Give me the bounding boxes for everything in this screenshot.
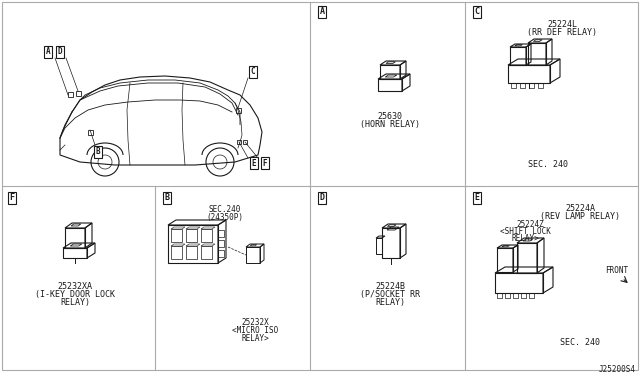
Bar [505,293,510,298]
Text: C: C [474,7,479,16]
Bar [201,229,212,242]
Text: RELAY>: RELAY> [511,234,539,243]
Bar [538,83,543,88]
Text: D: D [319,193,324,202]
Text: (P/SOCKET RR: (P/SOCKET RR [360,290,420,299]
Text: 25630: 25630 [378,112,403,121]
Bar [236,108,241,113]
Text: A: A [319,7,324,16]
Text: (REV LAMP RELAY): (REV LAMP RELAY) [540,212,620,221]
Bar [186,246,197,259]
Bar [529,83,534,88]
Bar [68,92,73,97]
Bar [186,229,197,242]
Bar [521,293,526,298]
Bar [237,140,241,144]
Text: (24350P): (24350P) [207,213,243,222]
Bar [218,240,224,247]
Bar [76,91,81,96]
Text: D: D [58,48,62,57]
Text: SEC.240: SEC.240 [209,205,241,214]
Text: B: B [164,193,170,202]
Text: RELAY): RELAY) [60,298,90,307]
Text: 25224A: 25224A [565,204,595,213]
Bar [171,246,182,259]
Bar [520,83,525,88]
Bar [171,229,182,242]
Text: (I-KEY DOOR LOCK: (I-KEY DOOR LOCK [35,290,115,299]
Bar [218,230,224,237]
Text: E: E [474,193,479,202]
Bar [497,293,502,298]
Text: E: E [252,158,256,167]
Text: 25232XA: 25232XA [58,282,93,291]
Text: <SHIFT LOCK: <SHIFT LOCK [500,227,550,236]
Bar [218,250,224,257]
Text: C: C [251,67,255,77]
Text: F: F [10,193,15,202]
Text: (HORN RELAY): (HORN RELAY) [360,120,420,129]
Text: 25232X: 25232X [241,318,269,327]
Text: 25224B: 25224B [375,282,405,291]
Text: RELAY>: RELAY> [241,334,269,343]
Text: SEC. 240: SEC. 240 [528,160,568,169]
Text: 25224Z: 25224Z [516,220,544,229]
Text: B: B [96,148,100,157]
Bar [243,140,247,144]
Bar [529,293,534,298]
Bar [168,225,218,263]
Text: J25200S4: J25200S4 [599,365,636,372]
Text: FRONT: FRONT [605,266,628,275]
Text: F: F [262,158,268,167]
Bar [513,293,518,298]
Text: 25224L: 25224L [547,20,577,29]
Text: SEC. 240: SEC. 240 [560,338,600,347]
Bar [201,246,212,259]
Text: RELAY): RELAY) [375,298,405,307]
Bar [88,130,93,135]
Text: (RR DEF RELAY): (RR DEF RELAY) [527,28,597,37]
Bar [511,83,516,88]
Text: <MICRO ISO: <MICRO ISO [232,326,278,335]
Text: A: A [45,48,51,57]
